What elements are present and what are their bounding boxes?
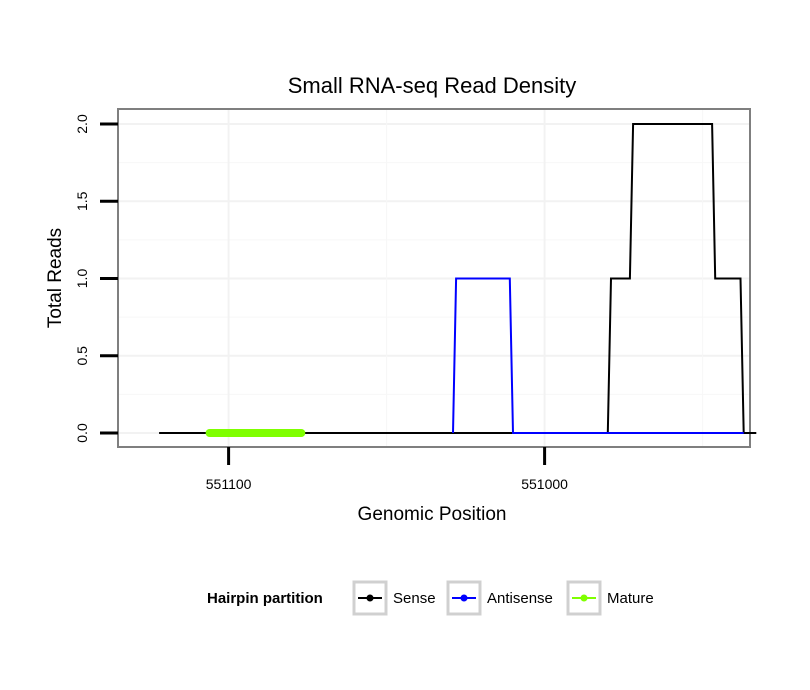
y-axis: 0.0 0.5 1.0 1.5 2.0: [74, 114, 118, 443]
chart-title: Small RNA-seq Read Density: [288, 73, 577, 98]
y-tick-label: 2.0: [74, 114, 90, 134]
x-axis-label: Genomic Position: [358, 504, 507, 525]
legend-label-mature: Mature: [607, 590, 654, 607]
legend-label-sense: Sense: [393, 590, 436, 607]
legend-key-point-sense: [366, 594, 374, 602]
y-tick-label: 0.0: [74, 423, 90, 443]
y-tick-label: 1.5: [74, 191, 90, 211]
series-line-sense: [159, 123, 757, 434]
legend-key-point-mature: [580, 594, 588, 602]
series-layer: [159, 123, 757, 437]
legend-key-point-antisense: [460, 594, 468, 602]
series-line-antisense: [452, 277, 744, 434]
legend-label-antisense: Antisense: [487, 590, 553, 607]
y-tick-label: 0.5: [74, 346, 90, 366]
y-tick-label: 1.0: [74, 269, 90, 289]
x-tick-label: 551100: [206, 476, 252, 492]
x-axis: 551100 551000: [206, 447, 568, 492]
y-axis-label: Total Reads: [45, 228, 66, 328]
legend: Hairpin partition Sense Antisense Mature: [207, 580, 654, 616]
grid: [118, 109, 750, 447]
legend-title: Hairpin partition: [207, 590, 323, 607]
x-tick-label: 551000: [521, 476, 568, 492]
